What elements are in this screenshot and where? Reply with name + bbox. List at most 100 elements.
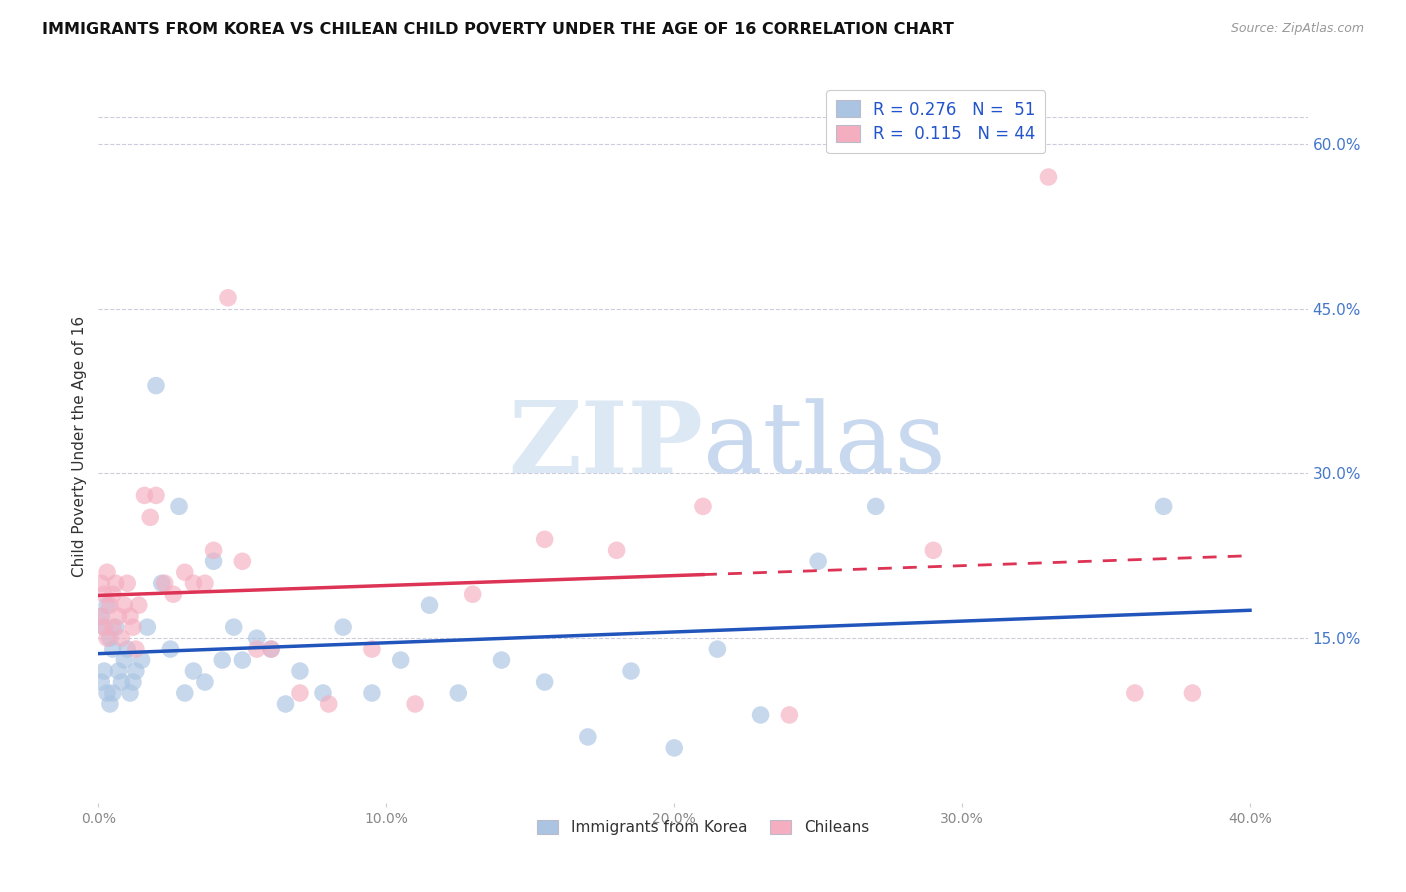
Point — [125, 664, 148, 678]
Point — [112, 653, 135, 667]
Point — [1153, 500, 1175, 514]
Point — [104, 576, 127, 591]
Point — [1038, 169, 1060, 184]
Point — [120, 609, 142, 624]
Point — [865, 500, 887, 514]
Point — [110, 675, 132, 690]
Point — [461, 587, 484, 601]
Point — [96, 598, 118, 612]
Point — [112, 598, 135, 612]
Point — [145, 378, 167, 392]
Point — [576, 730, 599, 744]
Point — [312, 686, 335, 700]
Point — [173, 566, 195, 580]
Point — [93, 620, 115, 634]
Point — [361, 686, 384, 700]
Point — [202, 554, 225, 568]
Point — [128, 598, 150, 612]
Point — [778, 708, 800, 723]
Point — [159, 642, 181, 657]
Y-axis label: Child Poverty Under the Age of 16: Child Poverty Under the Age of 16 — [72, 316, 87, 576]
Point — [447, 686, 470, 700]
Point — [101, 642, 124, 657]
Point — [217, 291, 239, 305]
Point — [922, 543, 945, 558]
Point — [96, 566, 118, 580]
Legend: Immigrants from Korea, Chileans: Immigrants from Korea, Chileans — [531, 814, 875, 841]
Point — [93, 620, 115, 634]
Text: Source: ZipAtlas.com: Source: ZipAtlas.com — [1230, 22, 1364, 36]
Point — [260, 642, 283, 657]
Point — [231, 653, 253, 667]
Point — [115, 576, 138, 591]
Point — [136, 620, 159, 634]
Point — [211, 653, 233, 667]
Point — [173, 686, 195, 700]
Point — [101, 620, 124, 634]
Point — [183, 576, 205, 591]
Point — [150, 576, 173, 591]
Point — [246, 631, 269, 645]
Point — [318, 697, 340, 711]
Text: ZIP: ZIP — [508, 398, 703, 494]
Text: IMMIGRANTS FROM KOREA VS CHILEAN CHILD POVERTY UNDER THE AGE OF 16 CORRELATION C: IMMIGRANTS FROM KOREA VS CHILEAN CHILD P… — [42, 22, 955, 37]
Point — [107, 609, 129, 624]
Point — [93, 587, 115, 601]
Point — [93, 664, 115, 678]
Point — [90, 576, 112, 591]
Point — [139, 510, 162, 524]
Point — [664, 740, 686, 755]
Point — [389, 653, 412, 667]
Point — [115, 642, 138, 657]
Point — [90, 609, 112, 624]
Point — [1123, 686, 1146, 700]
Point — [706, 642, 728, 657]
Point — [246, 642, 269, 657]
Point — [533, 533, 555, 547]
Point — [533, 675, 555, 690]
Point — [807, 554, 830, 568]
Point — [749, 708, 772, 723]
Point — [125, 642, 148, 657]
Point — [104, 620, 127, 634]
Point — [120, 686, 142, 700]
Point — [194, 576, 217, 591]
Point — [162, 587, 184, 601]
Point — [98, 598, 121, 612]
Point — [418, 598, 440, 612]
Point — [98, 631, 121, 645]
Point — [101, 587, 124, 601]
Point — [134, 488, 156, 502]
Point — [98, 697, 121, 711]
Point — [96, 631, 118, 645]
Point — [101, 686, 124, 700]
Point — [231, 554, 253, 568]
Point — [404, 697, 426, 711]
Point — [107, 664, 129, 678]
Point — [194, 675, 217, 690]
Point — [606, 543, 628, 558]
Point — [183, 664, 205, 678]
Point — [491, 653, 513, 667]
Point — [167, 500, 190, 514]
Point — [222, 620, 245, 634]
Point — [361, 642, 384, 657]
Point — [153, 576, 176, 591]
Point — [90, 675, 112, 690]
Point — [260, 642, 283, 657]
Point — [288, 664, 311, 678]
Point — [122, 675, 145, 690]
Point — [274, 697, 297, 711]
Point — [692, 500, 714, 514]
Point — [110, 631, 132, 645]
Point — [288, 686, 311, 700]
Point — [96, 686, 118, 700]
Text: atlas: atlas — [703, 398, 946, 494]
Point — [131, 653, 153, 667]
Point — [202, 543, 225, 558]
Point — [145, 488, 167, 502]
Point — [122, 620, 145, 634]
Point — [1181, 686, 1204, 700]
Point — [332, 620, 354, 634]
Point — [620, 664, 643, 678]
